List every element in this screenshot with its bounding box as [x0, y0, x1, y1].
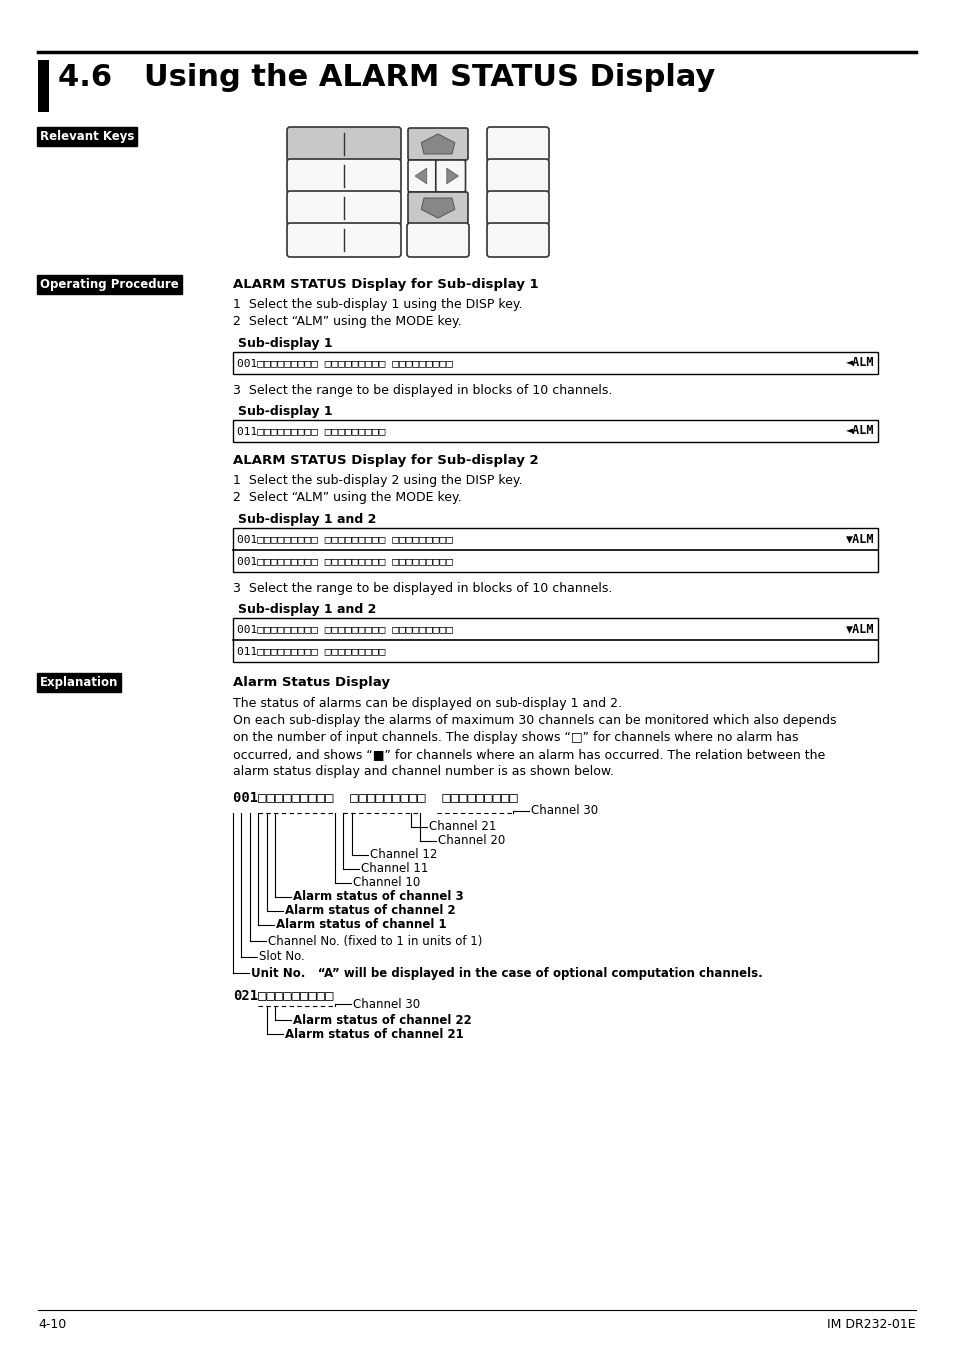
Text: Alarm Status Display: Alarm Status Display — [233, 676, 390, 689]
Text: Explanation: Explanation — [40, 676, 118, 689]
Bar — [38, 59, 49, 112]
FancyBboxPatch shape — [408, 128, 468, 159]
Text: 011□□□□□□□□□ □□□□□□□□□: 011□□□□□□□□□ □□□□□□□□□ — [236, 426, 385, 436]
Text: Sub-display 1 and 2: Sub-display 1 and 2 — [237, 603, 376, 616]
Text: 001□□□□□□□□□ □□□□□□□□□ □□□□□□□□□: 001□□□□□□□□□ □□□□□□□□□ □□□□□□□□□ — [236, 534, 453, 544]
Text: Sub-display 1: Sub-display 1 — [237, 336, 333, 350]
Text: 4-10: 4-10 — [38, 1319, 66, 1332]
Text: 3  Select the range to be displayed in blocks of 10 channels.: 3 Select the range to be displayed in bl… — [233, 384, 612, 397]
Polygon shape — [446, 168, 457, 184]
Text: 2  Select “ALM” using the MODE key.: 2 Select “ALM” using the MODE key. — [233, 490, 461, 504]
Text: Sub-display 1: Sub-display 1 — [237, 405, 333, 417]
Bar — [233, 353, 877, 374]
Text: Alarm status of channel 1: Alarm status of channel 1 — [276, 919, 447, 931]
Text: Alarm status of channel 22: Alarm status of channel 22 — [294, 1013, 472, 1027]
FancyBboxPatch shape — [287, 159, 400, 193]
Text: ALARM STATUS Display for Sub-display 2: ALARM STATUS Display for Sub-display 2 — [233, 454, 538, 467]
Text: 001□□□□□□□□□ □□□□□□□□□ □□□□□□□□□: 001□□□□□□□□□ □□□□□□□□□ □□□□□□□□□ — [236, 358, 453, 367]
Text: Channel 20: Channel 20 — [437, 835, 505, 847]
Text: Sub-display 1 and 2: Sub-display 1 and 2 — [237, 513, 376, 526]
Text: 011□□□□□□□□□ □□□□□□□□□: 011□□□□□□□□□ □□□□□□□□□ — [236, 646, 385, 657]
FancyBboxPatch shape — [436, 159, 465, 192]
Text: Channel No. (fixed to 1 in units of 1): Channel No. (fixed to 1 in units of 1) — [268, 935, 482, 947]
Bar — [233, 420, 877, 442]
FancyBboxPatch shape — [287, 127, 400, 161]
Text: 3  Select the range to be displayed in blocks of 10 channels.: 3 Select the range to be displayed in bl… — [233, 582, 612, 594]
Text: Channel 30: Channel 30 — [353, 997, 419, 1011]
Text: Channel 12: Channel 12 — [370, 848, 436, 862]
Text: ◄ALM: ◄ALM — [844, 424, 873, 438]
Text: 001□□□□□□□□□ □□□□□□□□□ □□□□□□□□□: 001□□□□□□□□□ □□□□□□□□□ □□□□□□□□□ — [236, 624, 453, 634]
FancyBboxPatch shape — [486, 127, 548, 161]
Text: alarm status display and channel number is as shown below.: alarm status display and channel number … — [233, 765, 614, 778]
Text: Channel 11: Channel 11 — [361, 862, 429, 875]
FancyBboxPatch shape — [407, 223, 469, 257]
Text: 1  Select the sub-display 1 using the DISP key.: 1 Select the sub-display 1 using the DIS… — [233, 299, 522, 311]
Text: Alarm status of channel 21: Alarm status of channel 21 — [285, 1028, 463, 1040]
Text: on the number of input channels. The display shows “□” for channels where no ala: on the number of input channels. The dis… — [233, 731, 798, 744]
Text: Channel 30: Channel 30 — [531, 804, 598, 817]
Polygon shape — [421, 134, 455, 154]
Text: 4.6   Using the ALARM STATUS Display: 4.6 Using the ALARM STATUS Display — [58, 63, 715, 92]
Text: ▼ALM: ▼ALM — [844, 532, 873, 546]
FancyBboxPatch shape — [486, 159, 548, 193]
Text: 2  Select “ALM” using the MODE key.: 2 Select “ALM” using the MODE key. — [233, 315, 461, 328]
Text: On each sub-display the alarms of maximum 30 channels can be monitored which als: On each sub-display the alarms of maximu… — [233, 713, 836, 727]
FancyBboxPatch shape — [287, 190, 400, 226]
Text: Unit No.   “A” will be displayed in the case of optional computation channels.: Unit No. “A” will be displayed in the ca… — [251, 966, 762, 979]
FancyBboxPatch shape — [486, 223, 548, 257]
Text: Alarm status of channel 2: Alarm status of channel 2 — [285, 905, 456, 917]
Text: 1  Select the sub-display 2 using the DISP key.: 1 Select the sub-display 2 using the DIS… — [233, 474, 522, 486]
Bar — [233, 617, 877, 662]
FancyBboxPatch shape — [486, 190, 548, 226]
Text: Slot No.: Slot No. — [259, 951, 305, 963]
Text: Operating Procedure: Operating Procedure — [40, 278, 178, 290]
Text: occurred, and shows “■” for channels where an alarm has occurred. The relation b: occurred, and shows “■” for channels whe… — [233, 748, 824, 761]
Text: ◄ALM: ◄ALM — [844, 357, 873, 370]
Text: Channel 10: Channel 10 — [353, 877, 420, 889]
Text: 021□□□□□□□□□: 021□□□□□□□□□ — [233, 988, 334, 1002]
Text: 001□□□□□□□□□ □□□□□□□□□ □□□□□□□□□: 001□□□□□□□□□ □□□□□□□□□ □□□□□□□□□ — [236, 557, 453, 566]
Text: Alarm status of channel 3: Alarm status of channel 3 — [294, 890, 464, 904]
Text: ▼ALM: ▼ALM — [844, 623, 873, 635]
Text: ALARM STATUS Display for Sub-display 1: ALARM STATUS Display for Sub-display 1 — [233, 278, 538, 290]
Text: IM DR232-01E: IM DR232-01E — [826, 1319, 915, 1332]
FancyBboxPatch shape — [287, 223, 400, 257]
Polygon shape — [415, 168, 426, 184]
Bar — [233, 528, 877, 571]
Text: The status of alarms can be displayed on sub-display 1 and 2.: The status of alarms can be displayed on… — [233, 697, 621, 711]
FancyBboxPatch shape — [408, 192, 468, 224]
Text: Relevant Keys: Relevant Keys — [40, 130, 134, 143]
FancyBboxPatch shape — [408, 159, 437, 192]
Text: 001□□□□□□□□□  □□□□□□□□□  □□□□□□□□□: 001□□□□□□□□□ □□□□□□□□□ □□□□□□□□□ — [233, 790, 517, 804]
Text: Channel 21: Channel 21 — [429, 820, 497, 834]
Polygon shape — [421, 199, 455, 218]
